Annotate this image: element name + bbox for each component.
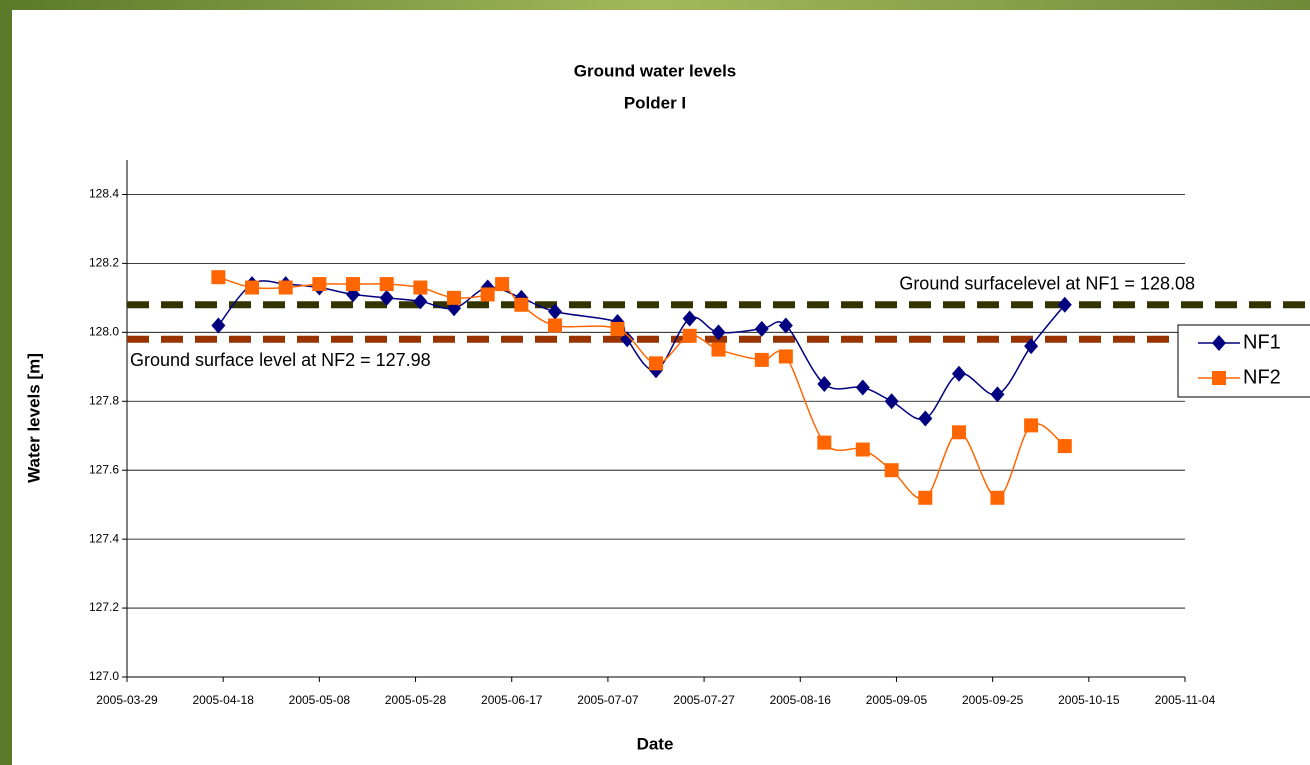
point (918, 491, 932, 505)
chart-panel (12, 10, 1310, 765)
point (712, 343, 726, 357)
y-tick-label: 127.4 (89, 531, 119, 545)
x-tick-label: 2005-08-16 (770, 693, 832, 707)
x-tick-label: 2005-04-18 (192, 693, 254, 707)
annotation: Ground surface level at NF2 = 127.98 (130, 350, 431, 370)
point (817, 436, 831, 450)
point (447, 291, 461, 305)
point (755, 353, 769, 367)
point (779, 349, 793, 363)
chart-title: Ground water levels (574, 61, 737, 80)
x-tick-label: 2005-03-29 (96, 693, 158, 707)
point (481, 287, 495, 301)
chart: Ground water levels Polder I Date Water … (0, 0, 1310, 765)
point (346, 277, 360, 291)
x-tick-label: 2005-06-17 (481, 693, 543, 707)
point (885, 463, 899, 477)
point (649, 356, 663, 370)
point (380, 277, 394, 291)
x-tick-label: 2005-07-27 (673, 693, 735, 707)
x-tick-label: 2005-07-07 (577, 693, 639, 707)
point (279, 281, 293, 295)
y-tick-label: 127.6 (89, 462, 119, 476)
y-tick-label: 127.0 (89, 669, 119, 683)
point (952, 425, 966, 439)
point (1024, 418, 1038, 432)
legend-label: NF2 (1243, 366, 1281, 388)
y-axis-label: Water levels [m] (24, 353, 43, 483)
y-tick-label: 127.8 (89, 393, 119, 407)
legend-marker (1212, 371, 1226, 385)
x-tick-label: 2005-11-04 (1155, 693, 1216, 707)
y-tick-label: 128.0 (89, 325, 119, 339)
point (548, 318, 562, 332)
x-tick-label: 2005-10-15 (1058, 693, 1120, 707)
annotation: Ground surfacelevel at NF1 = 128.08 (899, 274, 1195, 294)
chart-subtitle: Polder I (624, 93, 686, 112)
x-tick-label: 2005-05-08 (289, 693, 351, 707)
x-tick-label: 2005-09-05 (866, 693, 928, 707)
y-tick-label: 128.2 (89, 256, 119, 270)
point (245, 281, 259, 295)
legend-label: NF1 (1243, 331, 1281, 353)
point (1058, 439, 1072, 453)
x-axis-label: Date (637, 734, 674, 753)
point (856, 443, 870, 457)
x-tick-label: 2005-09-25 (962, 693, 1024, 707)
point (413, 281, 427, 295)
point (611, 322, 625, 336)
point (514, 298, 528, 312)
page: {"chart_data":{"type":"line","title":"Gr… (0, 0, 1310, 765)
y-tick-label: 128.4 (89, 187, 119, 201)
point (683, 329, 697, 343)
point (495, 277, 509, 291)
point (990, 491, 1004, 505)
y-tick-label: 127.2 (89, 600, 119, 614)
x-tick-label: 2005-05-28 (385, 693, 447, 707)
point (312, 277, 326, 291)
point (211, 270, 225, 284)
